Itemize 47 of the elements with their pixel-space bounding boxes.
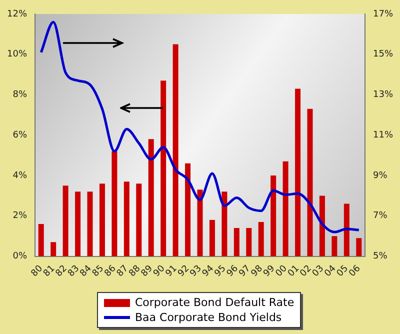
bar <box>295 88 301 256</box>
bar <box>62 186 68 256</box>
bar <box>99 184 105 256</box>
bar <box>258 222 264 256</box>
bar <box>50 242 56 256</box>
bar <box>112 151 118 256</box>
bar <box>172 44 178 256</box>
bar <box>234 228 240 256</box>
y2-tick-label: 5% <box>372 252 388 262</box>
bar <box>222 192 228 256</box>
bar <box>75 192 81 256</box>
legend-label: Baa Corporate Bond Yields <box>135 311 282 324</box>
y2-tick-label: 15% <box>372 50 394 60</box>
bar <box>246 228 252 256</box>
bar <box>282 161 288 256</box>
bar <box>160 80 166 256</box>
y-tick-label: 0% <box>12 252 28 262</box>
bar <box>319 196 325 256</box>
bar <box>148 139 154 256</box>
bar <box>209 220 215 256</box>
bar <box>185 163 191 256</box>
y2-tick-label: 9% <box>372 170 388 181</box>
y-tick-label: 12% <box>6 9 28 20</box>
y-tick-label: 10% <box>6 50 28 60</box>
bar <box>344 204 350 256</box>
y-tick-label: 6% <box>12 130 28 140</box>
bar <box>38 224 44 256</box>
x-tick-label: 91 <box>164 264 180 279</box>
y2-tick-label: 11% <box>372 130 394 140</box>
y2-tick-label: 17% <box>372 9 394 20</box>
bar <box>124 182 130 256</box>
legend-label: Corporate Bond Default Rate <box>135 296 294 309</box>
bar <box>87 192 93 256</box>
bar <box>332 236 338 256</box>
line-series <box>40 20 360 234</box>
bar <box>270 176 276 256</box>
y2-tick-label: 7% <box>372 211 388 222</box>
y-tick-label: 4% <box>12 170 28 181</box>
bar <box>136 184 142 256</box>
x-tick-label: 87 <box>115 264 130 279</box>
y-tick-label: 2% <box>12 211 28 222</box>
bar <box>307 108 313 256</box>
x-tick-label: 82 <box>54 264 70 279</box>
y-tick-label: 8% <box>12 90 28 100</box>
bar <box>356 238 362 256</box>
bar <box>197 190 203 256</box>
y2-tick-label: 13% <box>372 90 394 100</box>
